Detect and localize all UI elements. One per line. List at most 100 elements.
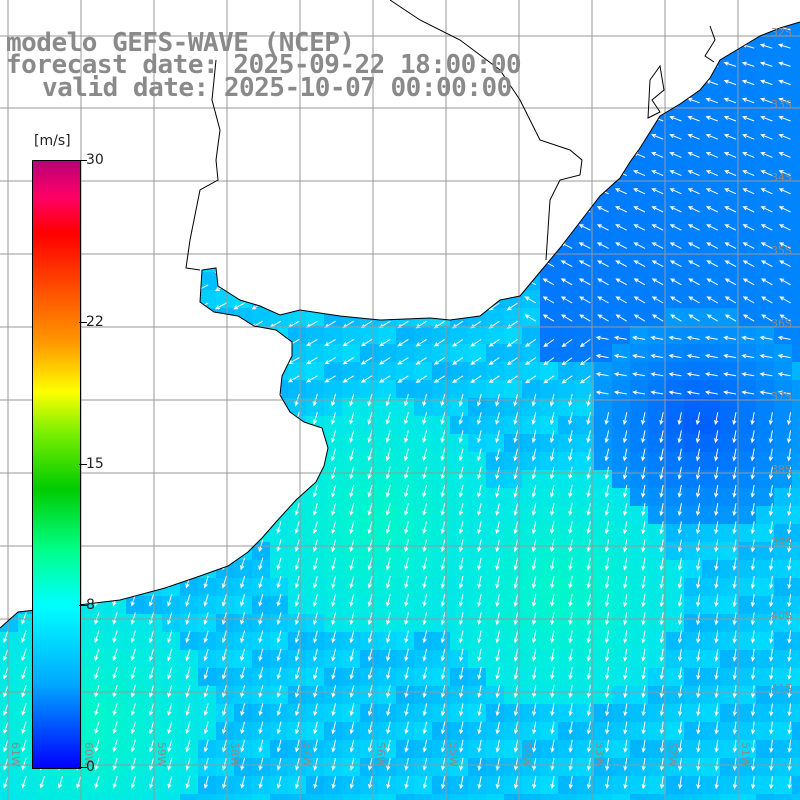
wind-arrow [415, 266, 427, 274]
field-cell [198, 704, 217, 723]
wind-arrow [239, 484, 246, 498]
longitude-label: 61W [9, 742, 22, 767]
wind-arrow [203, 503, 209, 516]
wind-arrow [760, 97, 773, 104]
field-cell [90, 740, 109, 759]
wind-arrow [130, 430, 136, 443]
wind-arrow [732, 594, 737, 608]
field-cell [468, 578, 487, 597]
field-cell [486, 164, 505, 183]
wind-arrow [768, 575, 774, 590]
wind-arrow [258, 448, 264, 462]
wind-arrow [214, 357, 227, 364]
field-cell [720, 74, 739, 93]
field-cell [792, 686, 800, 705]
field-cell [450, 146, 469, 165]
field-cell [540, 344, 559, 363]
wind-arrow [276, 685, 282, 698]
field-cell [360, 200, 379, 219]
field-cell [702, 650, 721, 669]
wind-arrow [21, 484, 27, 498]
wind-arrow [149, 685, 155, 698]
wind-arrow [714, 594, 719, 608]
field-cell [0, 686, 19, 705]
field-cell [324, 182, 343, 201]
field-cell [558, 398, 577, 417]
wind-arrow [203, 703, 209, 716]
field-cell [288, 164, 307, 183]
wind-speed-field [0, 22, 800, 800]
wind-arrow [313, 612, 318, 626]
field-cell [774, 92, 793, 111]
wind-arrow [112, 430, 118, 443]
field-cell [414, 380, 433, 399]
wind-arrow [633, 296, 646, 304]
wind-arrow [14, 247, 27, 254]
wind-arrow [287, 193, 300, 201]
wind-arrow [130, 630, 136, 644]
field-cell [612, 542, 631, 561]
wind-arrow [386, 739, 391, 753]
field-cell [108, 272, 127, 291]
wind-arrow [488, 229, 500, 238]
wind-arrow [214, 320, 227, 328]
field-cell [594, 38, 613, 57]
field-cell [108, 488, 127, 507]
field-cell [288, 434, 307, 453]
field-cell [306, 254, 325, 273]
wind-arrow [769, 703, 774, 717]
field-cell [396, 128, 415, 147]
wind-arrow [778, 61, 791, 67]
field-cell [666, 344, 685, 363]
wind-arrow [342, 266, 355, 274]
field-cell [306, 542, 325, 561]
wind-arrow [787, 721, 792, 735]
wind-arrow [148, 430, 155, 443]
field-cell [270, 452, 289, 471]
wind-arrow [787, 575, 792, 590]
wind-arrow [87, 266, 100, 273]
wind-arrow [203, 739, 209, 753]
wind-arrow [94, 685, 100, 698]
wind-arrow [669, 188, 682, 195]
wind-arrow [0, 247, 9, 254]
wind-arrow [203, 521, 209, 534]
longitude-label: 53W [593, 742, 606, 767]
wind-arrow [404, 448, 409, 462]
wind-arrow [141, 156, 154, 164]
wind-arrow [105, 156, 118, 164]
wind-arrow [367, 739, 373, 753]
field-cell [0, 794, 19, 800]
wind-arrow [324, 138, 336, 146]
field-cell [288, 182, 307, 201]
wind-arrow [294, 648, 300, 662]
wind-arrow [0, 302, 9, 309]
wind-arrow [313, 703, 318, 717]
wind-arrow [203, 648, 209, 662]
wind-arrow [476, 412, 482, 425]
wind-arrow [750, 503, 755, 517]
wind-arrow [3, 685, 9, 698]
field-cell [594, 686, 613, 705]
wind-arrow [349, 557, 355, 571]
wind-arrow [94, 776, 100, 789]
wind-arrow [470, 266, 482, 274]
wind-arrow [160, 375, 173, 382]
field-cell [630, 650, 649, 669]
wind-arrow [349, 721, 355, 735]
wind-arrow [477, 612, 482, 626]
field-cell [126, 632, 145, 651]
field-cell [414, 398, 433, 417]
field-cell [378, 470, 397, 489]
wind-arrow [160, 357, 173, 364]
field-cell [0, 650, 19, 669]
wind-arrow [559, 43, 573, 49]
field-cell [450, 362, 469, 381]
wind-arrow [714, 575, 719, 589]
field-cell [612, 758, 631, 777]
wind-arrow [167, 557, 173, 571]
field-cell [684, 56, 703, 75]
field-cell [522, 560, 541, 579]
wind-arrow [651, 260, 664, 268]
wind-arrow [313, 557, 318, 571]
